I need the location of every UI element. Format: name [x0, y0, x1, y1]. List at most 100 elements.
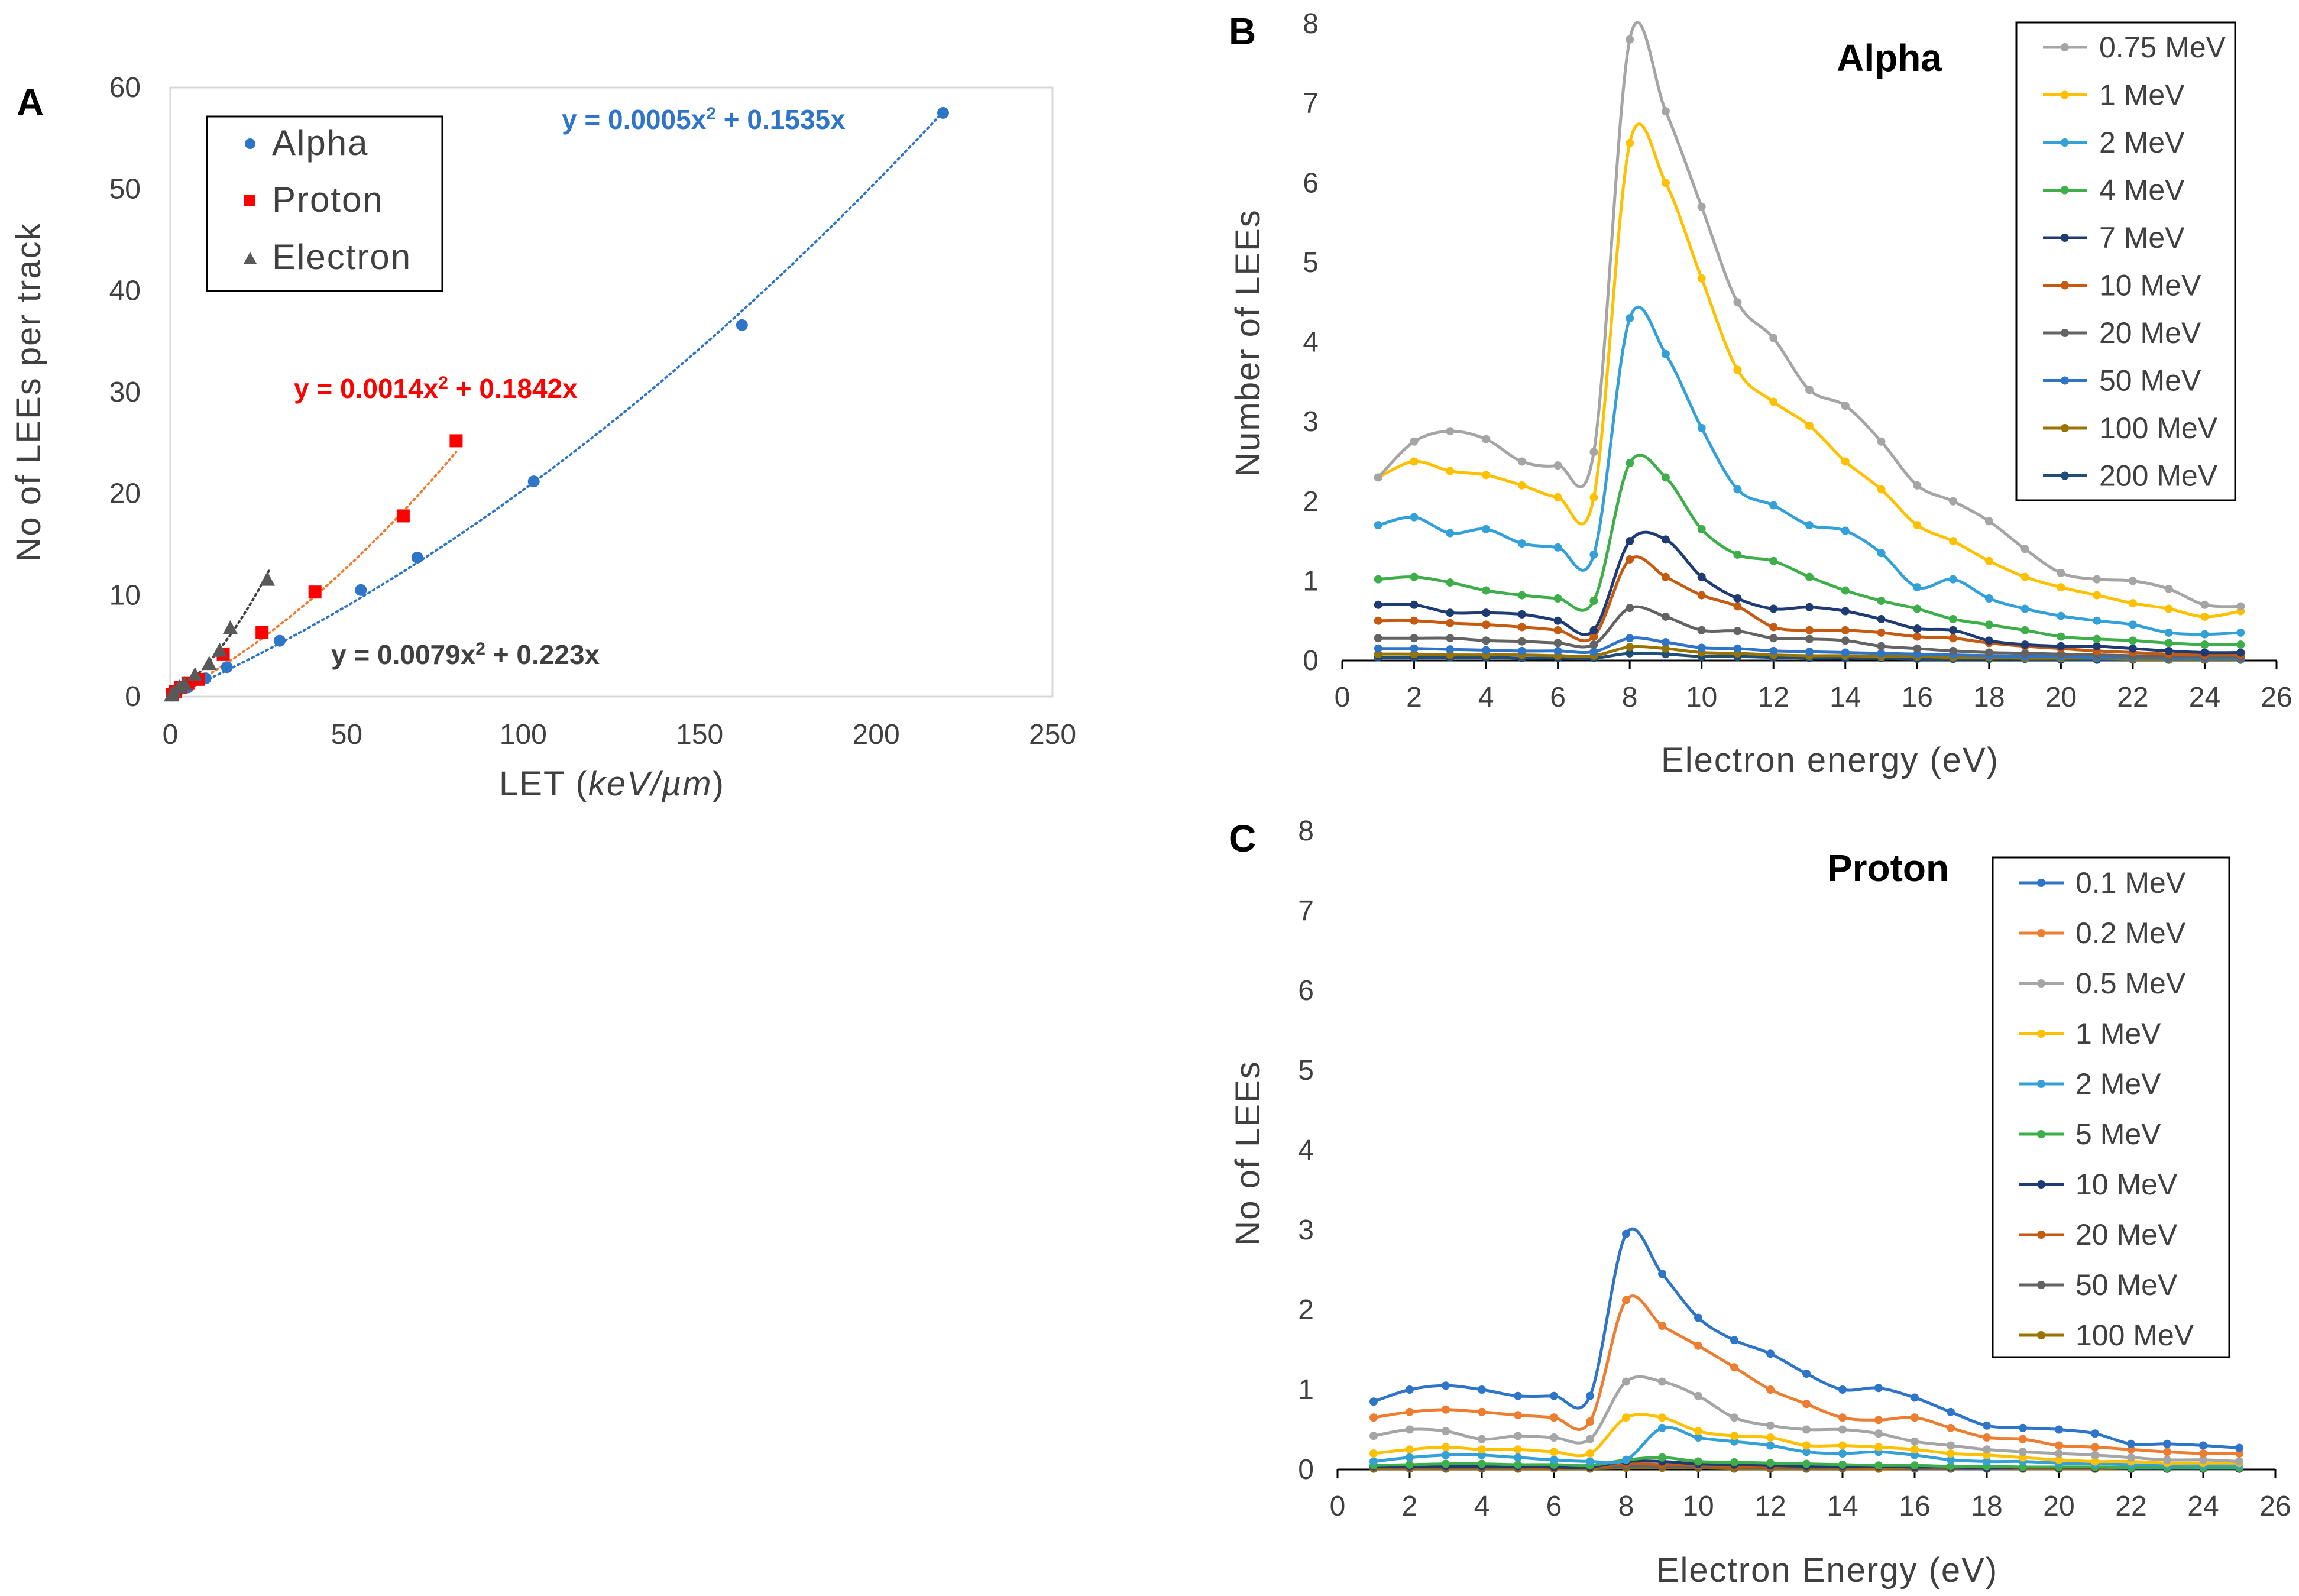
panel-c-xlabel: Electron Energy (eV)	[1656, 1551, 1998, 1589]
panel-c-line-5-mev-point	[1658, 1453, 1666, 1462]
panel-c-line-0_1-mev-point	[2235, 1443, 2243, 1452]
panel-b-legend: 0.75 MeV 1 MeV 2 MeV 4 MeV 7 MeV 10 MeV 20 MeV…	[2015, 21, 2236, 501]
panel-b-line-7-mev-point	[1517, 610, 1526, 619]
panel-b-legend-marker	[2061, 90, 2069, 99]
panel-c-line-1-mev-point	[1658, 1413, 1666, 1422]
panel-b-line-2-mev	[1378, 305, 2241, 636]
panel-a-ylabel: No of LEEs per track	[9, 222, 48, 562]
panel-c-line-0_5-mev-point	[1766, 1421, 1775, 1430]
panel-b-line-2-mev-point	[1769, 501, 1778, 510]
panel-b-line-7-mev-point	[1769, 604, 1778, 613]
panel-b-line-7-mev-point	[1733, 594, 1742, 603]
panel-b-line-50-mev-point	[1841, 648, 1850, 657]
panel-c-line-1-mev-point	[1694, 1427, 1702, 1436]
panel-c-line-0_2-mev-point	[1658, 1322, 1666, 1330]
point-alpha	[221, 661, 233, 674]
panel-b-line-7-mev-point	[2093, 642, 2102, 650]
point-electron	[201, 656, 217, 671]
panel-c-line-2-mev-point	[1694, 1433, 1702, 1442]
panel-c-ytick: 1	[1298, 1374, 1314, 1406]
panel-c-line-0_2-mev-point	[1802, 1400, 1811, 1409]
panel-c-line-0_1-mev-point	[1838, 1385, 1847, 1394]
panel-c-line-0_2-mev-point	[1406, 1407, 1414, 1416]
panel-c-ytick: 3	[1298, 1215, 1314, 1246]
panel-c-xtick: 6	[1546, 1491, 1562, 1522]
panel-c-legend-label: 2 MeV	[2075, 1067, 2161, 1100]
panel-c-line-1-mev-point	[1514, 1445, 1522, 1454]
panel-b-line-0_75-mev-point	[2093, 575, 2102, 584]
panel-b-line-4-mev-point	[2020, 626, 2029, 634]
panel-b-line-4-mev-point	[1841, 586, 1850, 595]
panel-c-line-0_5-mev-point	[1947, 1441, 1955, 1450]
panel-b-line-50-mev-point	[1410, 644, 1419, 653]
panel-b-legend-label: 7 MeV	[2099, 221, 2185, 254]
panel-b-line-20-mev-point	[1769, 634, 1778, 643]
panel-a-ytick: 50	[109, 174, 141, 205]
panel-c-line-1-mev-point	[1586, 1449, 1594, 1458]
legend-alpha-label: Alpha	[272, 123, 368, 163]
panel-b-xtick: 2	[1406, 682, 1422, 713]
panel-b-line-20-mev-point	[1410, 634, 1419, 643]
panel-c-line-5-mev-point	[1874, 1461, 1883, 1470]
panel-b-ytick: 1	[1303, 565, 1319, 597]
panel-c-line-2-mev-point	[1947, 1455, 1955, 1464]
panel-b-line-7-mev-point	[1913, 624, 1922, 633]
panel-b-line-7-mev-point	[1589, 626, 1598, 634]
panel-b-line-2-mev-point	[1446, 529, 1455, 538]
panel-c-line-5-mev-point	[1514, 1460, 1522, 1469]
panel-c-line-1-mev-point	[1550, 1448, 1558, 1456]
panel-b-legend-marker	[2061, 329, 2069, 337]
panel-b-line-20-mev-point	[1949, 646, 1958, 655]
panel-c-line-1-mev-point	[1947, 1449, 1955, 1458]
panel-c-xtick: 12	[1754, 1491, 1786, 1522]
panel-a-points	[163, 106, 949, 702]
point-alpha	[274, 634, 286, 647]
panel-b-line-20-mev-point	[2020, 649, 2029, 658]
panel-c-line-0_1-mev-point	[1442, 1381, 1450, 1390]
panel-b-line-2-mev-point	[1517, 539, 1526, 548]
panel-b-xtick: 18	[1973, 682, 2005, 713]
panel-b-line-0_75-mev-point	[1661, 107, 1670, 116]
panel-b-line-10-mev-point	[1374, 616, 1382, 625]
panel-c-line-0_1-mev-point	[1802, 1370, 1811, 1378]
panel-c-line-0_5-mev-point	[1550, 1433, 1558, 1442]
panel-b-line-20-mev-point	[1626, 604, 1634, 613]
panel-b-line-50-mev-point	[1482, 646, 1491, 655]
panel-c-line-0_1-mev-point	[1658, 1270, 1666, 1278]
panel-c-line-1-mev-point	[1802, 1441, 1811, 1450]
panel-c-ytick: 8	[1298, 815, 1314, 847]
panel-c-line-0_1-mev-point	[2163, 1439, 2171, 1448]
panel-b-line-0_75-mev-point	[1877, 437, 1886, 446]
panel-b-line-2-mev-point	[1877, 549, 1886, 558]
panel-b-line-200-mev-point	[1626, 649, 1634, 658]
panel-c-legend-marker	[2037, 1331, 2045, 1339]
panel-c-line-0_2-mev-point	[1586, 1417, 1594, 1426]
panel-c-xtick: 18	[1971, 1491, 2002, 1522]
panel-c-legend-marker	[2037, 879, 2045, 887]
panel-c-line-1-mev-point	[1406, 1445, 1414, 1454]
panel-c-xtick: 20	[2043, 1491, 2074, 1522]
panel-b-xtick: 20	[2045, 682, 2077, 713]
panel-b-xtick: 16	[1902, 682, 1933, 713]
panel-b-ytick: 4	[1303, 327, 1319, 358]
panel-b-legend-label: 1 MeV	[2099, 79, 2185, 112]
panel-c-line-1-mev-point	[1766, 1433, 1775, 1442]
panel-a-equations: y = 0.0005x2 + 0.1535x y = 0.0014x2 + 0.1…	[294, 104, 846, 671]
panel-b-ytick: 6	[1303, 167, 1319, 199]
panel-b-line-4-mev-point	[1769, 556, 1778, 565]
panel-b-line-4-mev-point	[2093, 634, 2102, 643]
panel-b-line-7-mev-point	[1482, 608, 1491, 617]
panel-c-line-2-mev-point	[1586, 1457, 1594, 1466]
panel-a-axes: 0 50 100 150 200 250 0 10 20 30 40 50 60	[109, 72, 1076, 750]
panel-b-line-20-mev-point	[1589, 640, 1598, 649]
panel-b-line-10-mev-point	[1446, 619, 1455, 627]
panel-a-plot-frame	[169, 86, 1054, 698]
panel-b-line-4-mev-point	[1949, 614, 1958, 623]
panel-b-line-2-mev-point	[1841, 526, 1850, 535]
panel-b-line-20-mev-point	[1482, 636, 1491, 645]
panel-c-line-0_1-mev-point	[1622, 1229, 1630, 1238]
panel-c-xtick: 10	[1682, 1491, 1714, 1522]
panel-b-line-0_75-mev-point	[1841, 402, 1850, 410]
panel-b-title: Alpha	[1837, 37, 1942, 79]
panel-a: A 0 50 100 150 200 250 0 10 20 30 40 50 60 y = 0.000…	[9, 72, 1076, 803]
